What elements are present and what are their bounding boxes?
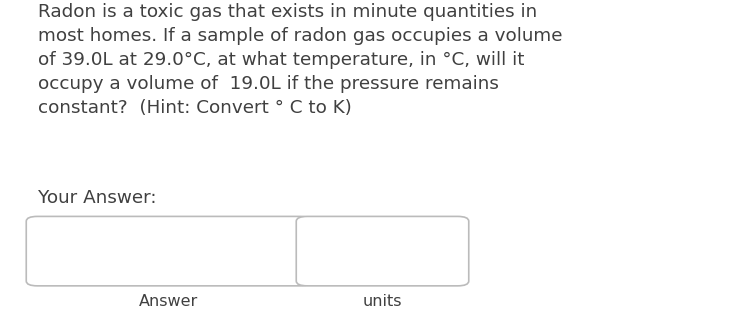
Text: Answer: Answer <box>140 294 198 309</box>
Text: units: units <box>363 294 402 309</box>
FancyBboxPatch shape <box>296 216 469 286</box>
FancyBboxPatch shape <box>26 216 311 286</box>
Text: Radon is a toxic gas that exists in minute quantities in
most homes. If a sample: Radon is a toxic gas that exists in minu… <box>38 3 562 117</box>
Text: Your Answer:: Your Answer: <box>38 189 156 207</box>
